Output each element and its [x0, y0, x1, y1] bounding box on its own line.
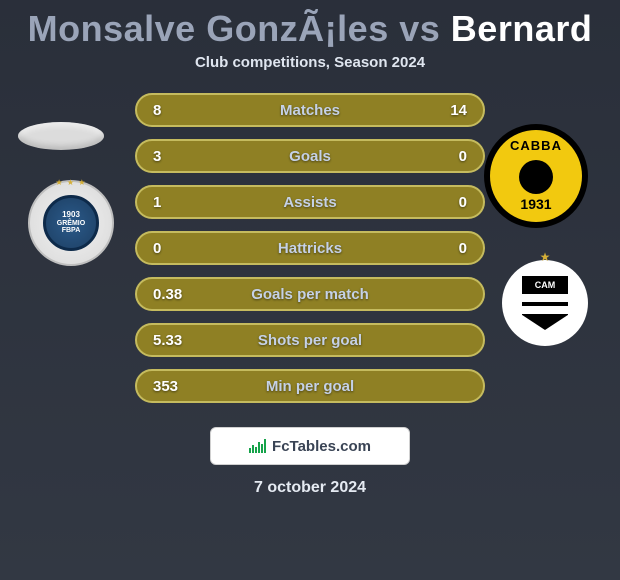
gremio-name: GRÊMIO — [57, 220, 85, 228]
gremio-badge-icon: ★ ★ ★ 1903 GRÊMIO FBPA — [28, 180, 114, 266]
cabba-top-text: CABBA — [510, 138, 562, 153]
cam-badge-icon: ★ CAM — [502, 260, 588, 346]
stat-label: Goals per match — [203, 286, 417, 303]
stat-label: Assists — [193, 194, 427, 211]
player1-name: Monsalve GonzÃ¡les — [28, 8, 389, 49]
stat-left-value: 0 — [153, 240, 193, 257]
stat-label: Matches — [193, 102, 427, 119]
stat-label: Hattricks — [193, 240, 427, 257]
stats-list: 8 Matches 14 3 Goals 0 1 Assists 0 0 Hat… — [135, 93, 485, 403]
stat-right-value: 0 — [427, 194, 467, 211]
player2-name: Bernard — [451, 8, 593, 49]
stat-label: Shots per goal — [203, 332, 417, 349]
gremio-sub: FBPA — [62, 227, 81, 235]
stat-row: 353 Min per goal — [135, 369, 485, 403]
stat-right-value: 0 — [427, 148, 467, 165]
stat-label: Min per goal — [203, 378, 417, 395]
cabba-badge-icon: CABBA 1931 — [484, 124, 588, 228]
stat-left-value: 5.33 — [153, 332, 203, 349]
bars-logo-icon — [249, 439, 266, 453]
stat-row: 0 Hattricks 0 — [135, 231, 485, 265]
stat-row: 8 Matches 14 — [135, 93, 485, 127]
subtitle: Club competitions, Season 2024 — [0, 54, 620, 71]
stat-left-value: 0.38 — [153, 286, 203, 303]
stat-left-value: 8 — [153, 102, 193, 119]
stat-row: 5.33 Shots per goal — [135, 323, 485, 357]
vs-label: vs — [399, 8, 440, 49]
source-label: FcTables.com — [272, 438, 371, 455]
gremio-year: 1903 — [62, 211, 80, 220]
stat-left-value: 3 — [153, 148, 193, 165]
date-label: 7 october 2024 — [0, 479, 620, 497]
source-badge: FcTables.com — [210, 427, 410, 465]
cam-label: CAM — [522, 280, 568, 290]
stat-label: Goals — [193, 148, 427, 165]
comparison-title: Monsalve GonzÃ¡les vs Bernard — [0, 8, 620, 50]
shield-icon: CAM — [522, 276, 568, 330]
cam-inner-icon: CAM — [510, 268, 580, 338]
gremio-inner-icon: 1903 GRÊMIO FBPA — [43, 195, 99, 251]
star-icon: ★ — [540, 250, 551, 264]
cabba-inner-icon: CABBA 1931 — [490, 130, 582, 222]
placeholder-badge-icon — [18, 122, 104, 150]
cabba-year: 1931 — [520, 196, 551, 212]
stat-right-value: 14 — [427, 102, 467, 119]
stat-row: 1 Assists 0 — [135, 185, 485, 219]
stars-icon: ★ ★ ★ — [56, 178, 87, 187]
ball-icon — [519, 160, 553, 194]
stat-left-value: 353 — [153, 378, 203, 395]
stat-row: 3 Goals 0 — [135, 139, 485, 173]
stat-left-value: 1 — [153, 194, 193, 211]
stat-row: 0.38 Goals per match — [135, 277, 485, 311]
stat-right-value: 0 — [427, 240, 467, 257]
